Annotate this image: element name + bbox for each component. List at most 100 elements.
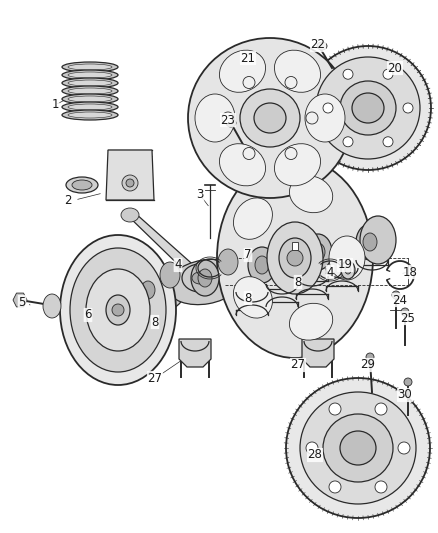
Text: 22: 22 [311, 38, 325, 52]
Text: 1: 1 [51, 99, 59, 111]
Ellipse shape [224, 247, 300, 293]
Text: 3: 3 [196, 189, 204, 201]
Circle shape [343, 137, 353, 147]
Circle shape [285, 148, 297, 159]
Ellipse shape [160, 262, 180, 288]
Text: 8: 8 [244, 292, 252, 304]
Ellipse shape [275, 50, 321, 92]
Text: 27: 27 [290, 359, 305, 372]
Text: 2: 2 [64, 193, 72, 206]
Ellipse shape [62, 110, 118, 120]
Ellipse shape [233, 198, 272, 239]
Ellipse shape [62, 94, 118, 104]
Ellipse shape [167, 260, 243, 305]
Ellipse shape [110, 272, 186, 318]
Circle shape [243, 148, 255, 159]
Ellipse shape [43, 294, 61, 318]
Polygon shape [292, 242, 298, 250]
Ellipse shape [255, 256, 269, 274]
Polygon shape [179, 339, 211, 367]
Polygon shape [13, 293, 27, 307]
Text: 23: 23 [221, 114, 236, 126]
Circle shape [403, 103, 413, 113]
Ellipse shape [267, 222, 323, 294]
Circle shape [329, 403, 341, 415]
Ellipse shape [62, 62, 118, 72]
Ellipse shape [340, 81, 396, 135]
Text: 5: 5 [18, 295, 26, 309]
Circle shape [285, 77, 297, 88]
Ellipse shape [366, 353, 374, 361]
Ellipse shape [182, 264, 218, 292]
Ellipse shape [68, 80, 112, 86]
Ellipse shape [62, 70, 118, 80]
Ellipse shape [280, 236, 356, 281]
Ellipse shape [87, 283, 107, 309]
Ellipse shape [218, 249, 238, 275]
Ellipse shape [300, 392, 416, 504]
Polygon shape [106, 150, 154, 200]
Circle shape [287, 250, 303, 266]
Text: 20: 20 [388, 61, 403, 75]
Text: 7: 7 [244, 248, 252, 262]
Ellipse shape [329, 236, 365, 280]
Ellipse shape [290, 303, 333, 340]
Ellipse shape [68, 112, 112, 118]
Ellipse shape [305, 46, 431, 170]
Text: 27: 27 [148, 372, 162, 384]
Ellipse shape [286, 378, 430, 518]
Circle shape [323, 103, 333, 113]
Circle shape [243, 77, 255, 88]
Text: 4: 4 [326, 265, 334, 279]
Ellipse shape [66, 177, 98, 193]
Ellipse shape [304, 234, 332, 270]
Ellipse shape [340, 431, 376, 465]
Ellipse shape [404, 378, 412, 386]
Ellipse shape [219, 50, 265, 92]
Ellipse shape [317, 42, 327, 50]
Ellipse shape [68, 72, 112, 78]
Ellipse shape [198, 269, 212, 287]
Text: 8: 8 [294, 276, 302, 288]
Polygon shape [125, 213, 208, 278]
Ellipse shape [360, 216, 396, 264]
Text: 19: 19 [338, 259, 353, 271]
Text: 18: 18 [403, 265, 417, 279]
Ellipse shape [345, 266, 351, 274]
Text: 29: 29 [360, 359, 375, 372]
Polygon shape [95, 235, 382, 308]
Ellipse shape [233, 277, 272, 318]
Ellipse shape [356, 224, 384, 260]
Ellipse shape [363, 233, 377, 251]
Ellipse shape [70, 248, 166, 372]
Ellipse shape [273, 237, 293, 263]
Ellipse shape [134, 272, 162, 308]
Ellipse shape [248, 247, 276, 283]
Ellipse shape [62, 86, 118, 96]
Ellipse shape [290, 176, 333, 213]
Ellipse shape [226, 119, 236, 127]
Circle shape [329, 481, 341, 493]
Ellipse shape [192, 272, 208, 284]
Ellipse shape [254, 103, 286, 133]
Ellipse shape [311, 243, 325, 261]
Ellipse shape [240, 89, 300, 147]
Circle shape [122, 175, 138, 191]
Circle shape [383, 137, 393, 147]
Ellipse shape [195, 94, 235, 142]
Ellipse shape [72, 180, 92, 190]
Ellipse shape [121, 208, 139, 222]
Ellipse shape [323, 414, 393, 482]
Ellipse shape [316, 57, 420, 159]
Ellipse shape [141, 281, 155, 299]
Circle shape [383, 69, 393, 79]
Circle shape [112, 304, 124, 316]
Text: 30: 30 [398, 389, 412, 401]
Circle shape [398, 442, 410, 454]
Ellipse shape [188, 38, 352, 198]
Ellipse shape [68, 104, 112, 110]
Text: 21: 21 [240, 52, 255, 64]
Ellipse shape [279, 238, 311, 278]
Text: 25: 25 [401, 311, 415, 325]
Circle shape [306, 112, 318, 124]
